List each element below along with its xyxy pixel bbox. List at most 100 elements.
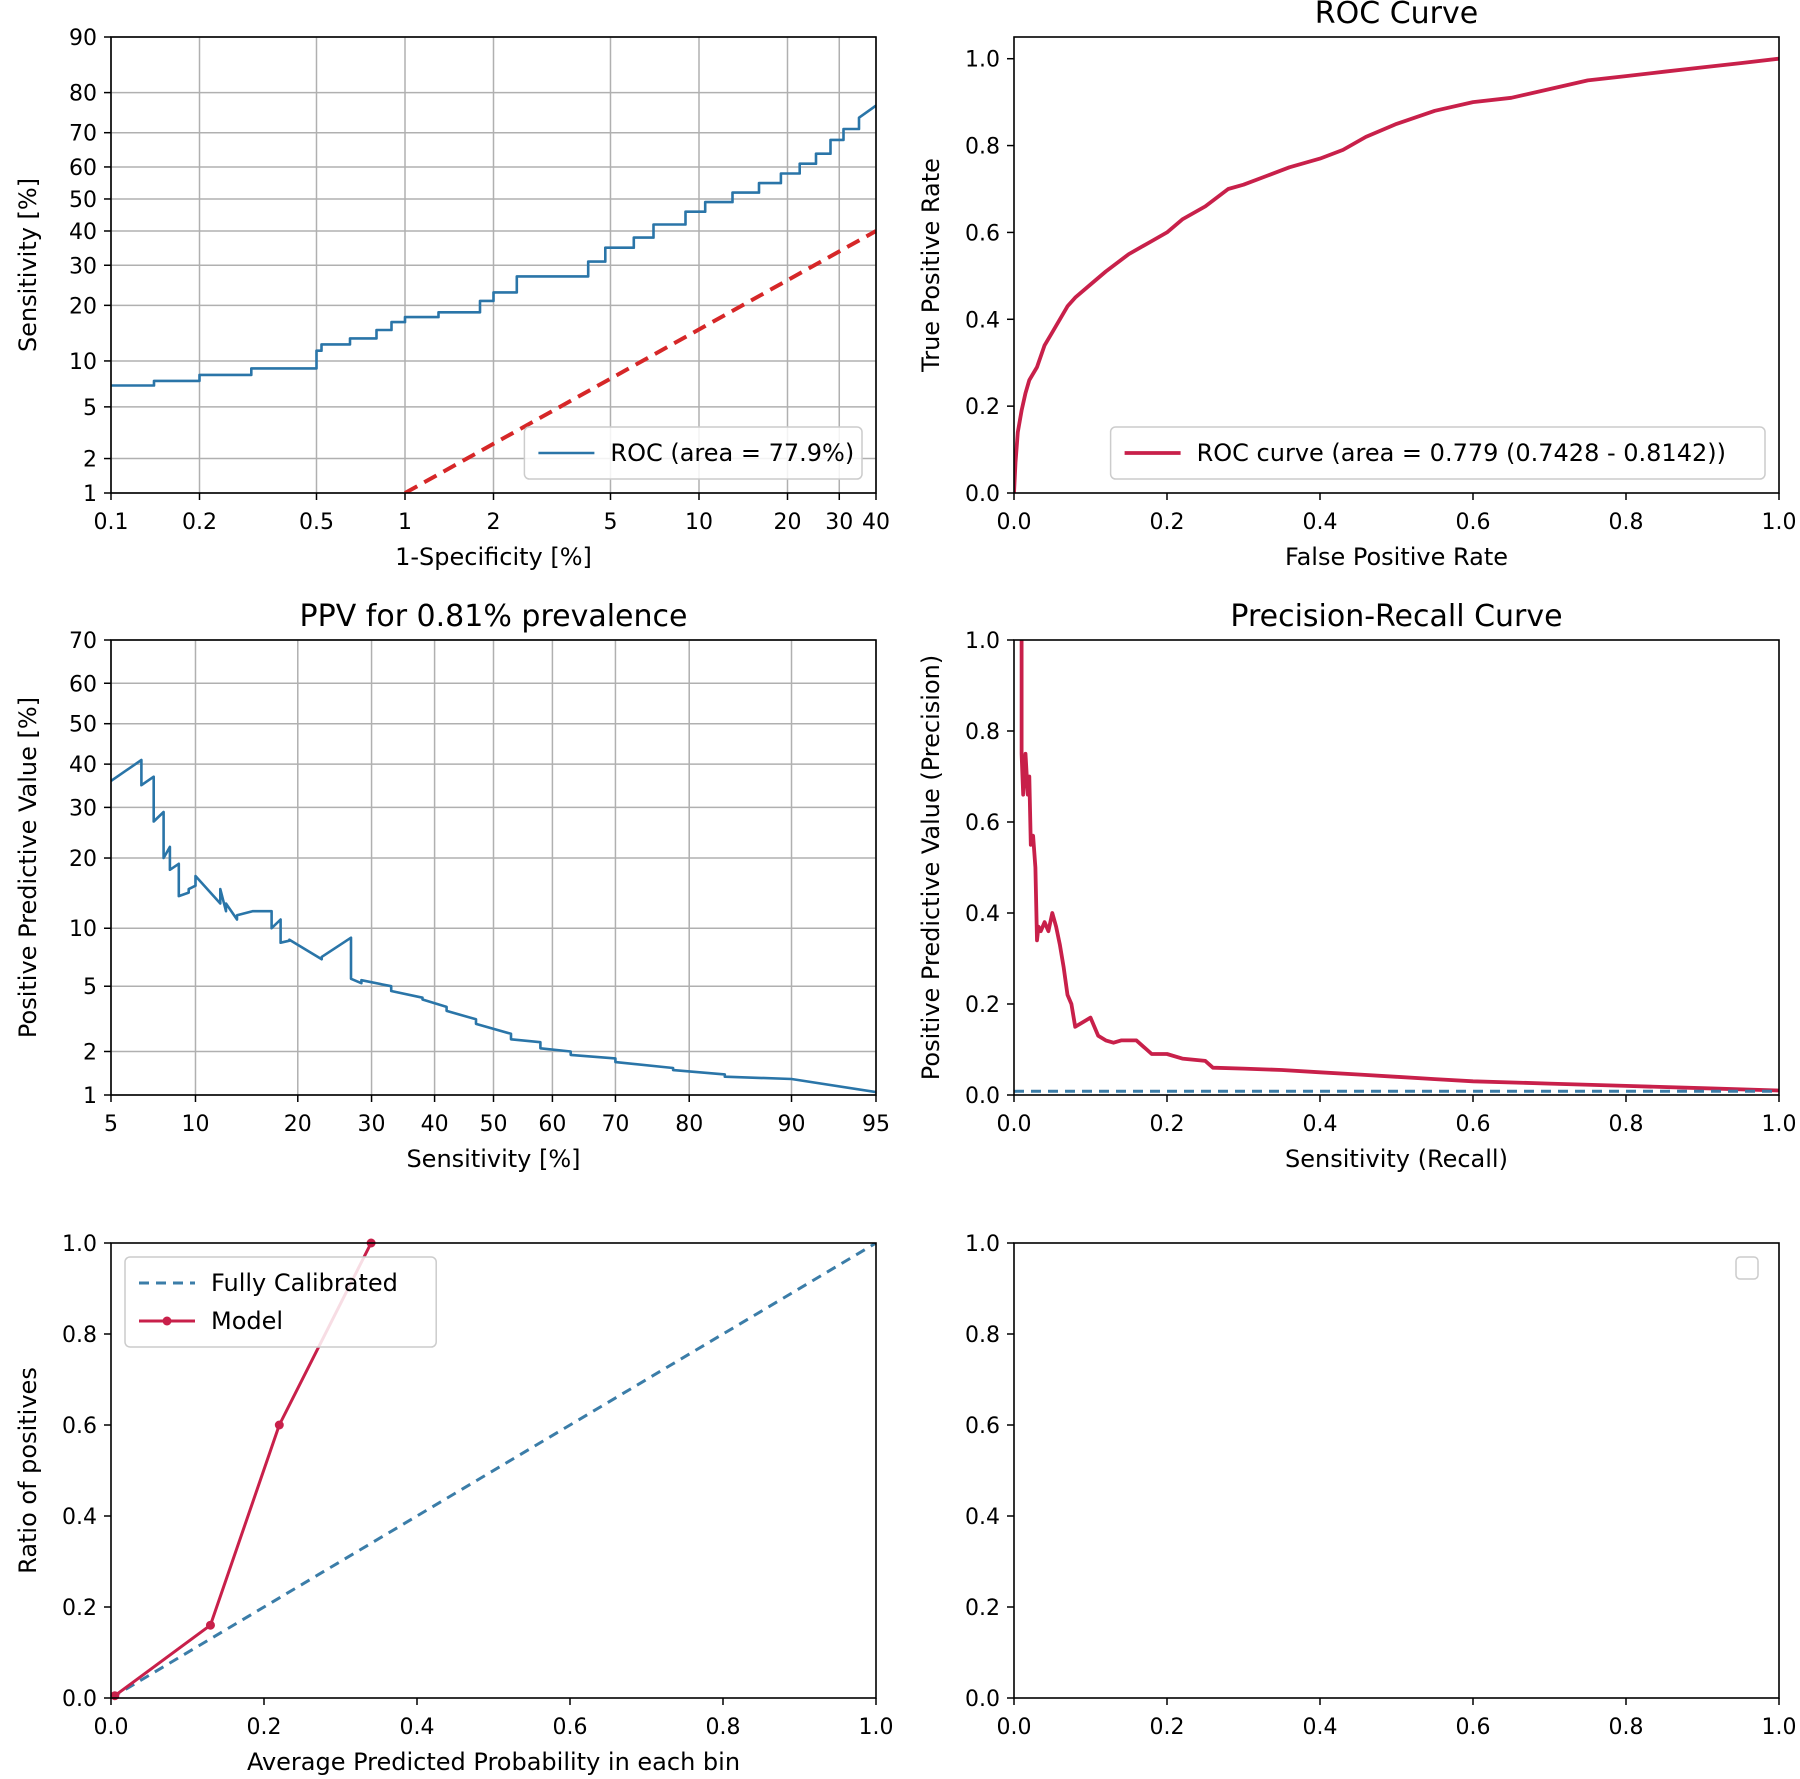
x-tick-label: 40 xyxy=(862,510,890,535)
y-tick-label: 0.4 xyxy=(965,308,1000,333)
y-tick-label: 1 xyxy=(83,482,97,507)
x-tick-label: 0.6 xyxy=(553,1715,588,1740)
y-tick-label: 1.0 xyxy=(965,48,1000,73)
data-point xyxy=(274,1420,284,1430)
y-tick-label: 0.6 xyxy=(965,811,1000,836)
legend: ROC (area = 77.9%) xyxy=(523,426,863,480)
x-axis-label: Sensitivity [%] xyxy=(406,1145,580,1173)
y-tick-label: 0.6 xyxy=(62,1414,97,1439)
y-axis-label: Positive Predictive Value [%] xyxy=(14,697,42,1038)
x-tick-label: 0.2 xyxy=(1150,510,1185,535)
y-tick-label: 5 xyxy=(83,975,97,1000)
y-tick-label: 10 xyxy=(69,350,97,375)
y-tick-label: 2 xyxy=(83,1040,97,1065)
y-tick-label: 0.2 xyxy=(62,1596,97,1621)
x-tick-label: 2 xyxy=(487,510,501,535)
x-tick-label: 20 xyxy=(773,510,801,535)
x-tick-label: 0.0 xyxy=(997,1715,1032,1740)
chart-title: ROC Curve xyxy=(1315,0,1478,31)
series-line-tl-0 xyxy=(111,104,876,387)
y-tick-label: 0.6 xyxy=(965,221,1000,246)
x-tick-label: 0.2 xyxy=(1150,1112,1185,1137)
x-tick-label: 1.0 xyxy=(1762,1715,1797,1740)
y-tick-label: 0.4 xyxy=(62,1505,97,1530)
legend-label: Model xyxy=(211,1307,283,1335)
y-axis-label: True Positive Rate xyxy=(917,158,945,373)
legend-label: Fully Calibrated xyxy=(211,1269,398,1297)
x-tick-label: 5 xyxy=(603,510,617,535)
y-tick-label: 80 xyxy=(69,82,97,107)
y-tick-label: 0.4 xyxy=(965,902,1000,927)
x-tick-label: 1.0 xyxy=(1762,1112,1797,1137)
x-tick-label: 0.8 xyxy=(1609,510,1644,535)
x-tick-label: 0.5 xyxy=(299,510,334,535)
chart-panel-br: 0.0 0.2 0.4 0.6 0.8 1.0 0.0 0.2 0.4 0.6 0.8 1.0 xyxy=(965,1232,1797,1740)
x-tick-label: 0.4 xyxy=(400,1715,435,1740)
x-tick-label: 40 xyxy=(421,1112,449,1137)
y-tick-label: 0.2 xyxy=(965,1596,1000,1621)
series-line-mr-0 xyxy=(1019,640,1779,1093)
chart-panel-tl: 0.1 0.2 0.5 1 2 5 10 20 30 40 1 2 5 10 20 30 40 50 60 70 80 9… xyxy=(14,26,890,571)
legend-box xyxy=(124,1256,437,1348)
y-tick-label: 40 xyxy=(69,753,97,778)
x-tick-label: 30 xyxy=(825,510,853,535)
x-tick-label: 5 xyxy=(104,1112,118,1137)
x-axis-label: Average Predicted Probability in each bi… xyxy=(247,1748,740,1776)
y-tick-label: 10 xyxy=(69,917,97,942)
x-tick-label: 20 xyxy=(284,1112,312,1137)
x-tick-label: 1.0 xyxy=(1762,510,1797,535)
y-tick-label: 1.0 xyxy=(965,629,1000,654)
y-tick-label: 0.2 xyxy=(965,395,1000,420)
x-tick-label: 95 xyxy=(862,1112,890,1137)
y-tick-label: 0.8 xyxy=(62,1323,97,1348)
x-tick-label: 0.0 xyxy=(997,1112,1032,1137)
y-tick-label: 0.4 xyxy=(965,1505,1000,1530)
y-tick-label: 0.6 xyxy=(965,1414,1000,1439)
y-tick-label: 2 xyxy=(83,448,97,473)
y-axis-label: Positive Predictive Value (Precision) xyxy=(917,655,945,1080)
y-tick-label: 50 xyxy=(69,188,97,213)
series-line-tr-0 xyxy=(1014,56,1779,493)
y-tick-label: 1.0 xyxy=(62,1232,97,1257)
y-tick-label: 50 xyxy=(69,713,97,738)
x-tick-label: 0.6 xyxy=(1456,1715,1491,1740)
y-tick-label: 60 xyxy=(69,156,97,181)
x-tick-label: 10 xyxy=(181,1112,209,1137)
y-tick-label: 0.8 xyxy=(965,1323,1000,1348)
y-axis-label: Ratio of positives xyxy=(14,1367,42,1574)
x-axis-label: False Positive Rate xyxy=(1285,543,1508,571)
x-tick-label: 0.1 xyxy=(94,510,129,535)
y-axis-label: Sensitivity [%] xyxy=(14,178,42,352)
x-tick-label: 10 xyxy=(685,510,713,535)
x-axis-label: 1-Specificity [%] xyxy=(395,543,592,571)
y-tick-label: 0.0 xyxy=(965,1084,1000,1109)
y-tick-label: 1 xyxy=(83,1084,97,1109)
x-tick-label: 0.4 xyxy=(1303,1112,1338,1137)
chart-title: Precision-Recall Curve xyxy=(1230,599,1562,634)
x-tick-label: 0.8 xyxy=(706,1715,741,1740)
legend-box xyxy=(523,426,863,480)
data-point xyxy=(205,1620,215,1630)
y-tick-label: 30 xyxy=(69,254,97,279)
y-tick-label: 70 xyxy=(69,122,97,147)
series-line-ml-0 xyxy=(111,758,876,1094)
y-tick-label: 60 xyxy=(69,672,97,697)
chart-panel-bl: 0.0 0.2 0.4 0.6 0.8 1.0 0.0 0.2 0.4 0.6 0.8 1.0 Aver… xyxy=(14,1232,894,1776)
x-tick-label: 0.2 xyxy=(182,510,217,535)
x-tick-label: 0.8 xyxy=(1609,1715,1644,1740)
x-tick-label: 0.6 xyxy=(1456,1112,1491,1137)
x-tick-label: 0.2 xyxy=(1150,1715,1185,1740)
legend-label: ROC (area = 77.9%) xyxy=(610,439,854,467)
legend: ROC curve (area = 0.779 (0.7428 - 0.8142… xyxy=(1109,426,1766,480)
y-tick-label: 0.2 xyxy=(965,993,1000,1018)
y-tick-label: 0.0 xyxy=(965,1687,1000,1712)
y-tick-label: 40 xyxy=(69,220,97,245)
chart-panel-mr: 0.0 0.2 0.4 0.6 0.8 1.0 0.0 0.2 0.4 0.6 0.8 1.0 Sens… xyxy=(917,599,1797,1173)
x-axis-label: Sensitivity (Recall) xyxy=(1285,1145,1508,1173)
x-tick-label: 50 xyxy=(480,1112,508,1137)
axes-frame xyxy=(1013,36,1780,494)
legend: Fully Calibrated Model xyxy=(124,1256,437,1348)
x-tick-label: 0.6 xyxy=(1456,510,1491,535)
legend-box xyxy=(1735,1256,1759,1280)
